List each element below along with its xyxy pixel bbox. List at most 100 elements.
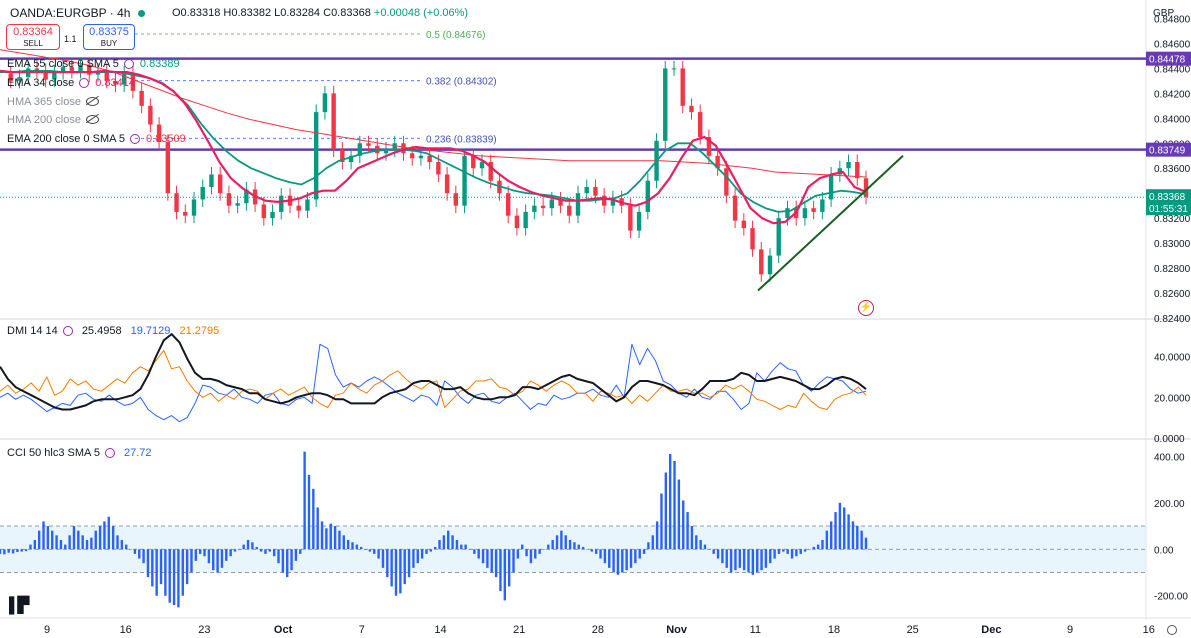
cci-bar <box>312 488 315 550</box>
candle-body <box>34 68 40 71</box>
cci-label: CCI 50 hlc3 SMA 5 <box>7 447 100 459</box>
candle-body <box>279 195 284 212</box>
cci-bar <box>377 549 380 559</box>
cci-bar <box>3 549 6 555</box>
sell-button[interactable]: 0.83364 SELL <box>6 24 60 50</box>
currency-label[interactable]: GBP <box>1153 8 1175 19</box>
candle-body <box>43 70 48 80</box>
candle-body <box>148 105 153 125</box>
cci-bar <box>812 546 815 550</box>
candle-body <box>706 137 712 156</box>
cci-bar <box>816 544 820 550</box>
cci-bar <box>46 526 50 550</box>
legend-hma200[interactable]: HMA 200 close <box>7 114 99 126</box>
buy-price: 0.83375 <box>89 26 129 38</box>
candle-body <box>593 186 598 196</box>
candle-body <box>462 155 467 206</box>
cci-bar <box>333 526 337 550</box>
settings-icon[interactable] <box>104 448 115 458</box>
candle-body <box>558 199 563 206</box>
candle-body <box>436 162 441 175</box>
cci-bar <box>795 549 798 557</box>
legend-hma365[interactable]: HMA 365 close <box>7 96 99 108</box>
candle-body <box>357 143 363 156</box>
candle-body <box>139 90 144 106</box>
hidden-eye-icon[interactable] <box>85 115 99 124</box>
cci-bar <box>851 521 855 550</box>
cci-bar <box>751 549 755 575</box>
cci-bar <box>568 539 572 550</box>
candle-body <box>645 180 651 212</box>
cci-bar <box>573 542 576 550</box>
settings-icon[interactable] <box>79 78 90 88</box>
cci-bar <box>133 549 137 554</box>
candle-body <box>104 70 109 81</box>
candle-body <box>837 168 843 175</box>
cci-bar <box>90 537 93 550</box>
candle-body <box>200 186 205 200</box>
candle-body <box>305 199 310 211</box>
buy-button[interactable]: 0.83375 BUY <box>83 24 135 50</box>
cci-bar <box>329 523 332 550</box>
cci-bar <box>455 539 459 550</box>
dmi-label: DMI 14 14 <box>7 325 58 337</box>
candle-body <box>191 199 197 216</box>
candle-body <box>226 193 232 206</box>
candle-body <box>567 205 572 216</box>
settings-icon[interactable] <box>62 326 73 336</box>
candle-body <box>322 93 328 113</box>
cci-bar <box>447 530 450 550</box>
cci-legend[interactable]: CCI 50 hlc3 SMA 5 27.72 <box>7 447 152 459</box>
settings-icon[interactable] <box>123 59 134 69</box>
cci-bar <box>773 549 776 559</box>
cci-bar <box>177 549 180 608</box>
candle-body <box>165 142 171 194</box>
minus-di-value: 21.2795 <box>179 325 220 337</box>
cci-bar <box>477 549 480 559</box>
cci-bar <box>512 549 515 573</box>
candle-body <box>689 105 694 113</box>
cci-bar <box>68 535 71 550</box>
price-tick-label: 0.84800 <box>1154 14 1191 25</box>
cci-bar <box>355 544 359 550</box>
cci-bar <box>98 526 102 550</box>
cci-bar <box>860 530 863 550</box>
settings-icon[interactable] <box>130 134 141 144</box>
cci-bar <box>403 549 406 585</box>
cci-bar <box>856 526 859 550</box>
cci-bar <box>647 542 650 550</box>
symbol-title[interactable]: OANDA:EURGBP · 4h <box>10 6 151 20</box>
legend-ema55[interactable]: EMA 55 close 0 SMA 5 0.83389 <box>7 58 180 70</box>
cci-bar <box>103 521 106 550</box>
cci-bar <box>756 549 759 573</box>
candle-body <box>802 208 808 219</box>
cci-bar <box>664 472 668 550</box>
candle-body <box>130 73 136 91</box>
market-open-dot-icon <box>138 9 146 17</box>
hidden-eye-icon[interactable] <box>85 97 99 106</box>
candle-body <box>523 211 528 229</box>
cci-bar <box>534 549 537 559</box>
cci-bar <box>703 544 707 550</box>
alert-bolt-icon[interactable]: ⚡ <box>858 300 874 316</box>
candle-body <box>183 211 188 216</box>
dmi-legend[interactable]: DMI 14 14 25.4958 19.7129 21.2795 <box>7 325 219 337</box>
candle-body <box>235 203 240 206</box>
chart-settings-icon[interactable] <box>1167 625 1177 635</box>
cci-bar <box>203 549 206 557</box>
candle-body <box>811 208 816 212</box>
cci-bar <box>603 549 607 564</box>
cci-bar <box>555 535 559 550</box>
legend-ema34[interactable]: EMA 34 close 0.83414 <box>7 77 135 89</box>
cci-bar <box>155 549 158 596</box>
cci-bar <box>72 526 76 550</box>
cci-bar <box>346 539 350 550</box>
cci-bar <box>699 539 702 550</box>
cci-bar <box>11 549 15 554</box>
legend-ema200[interactable]: EMA 200 close 0 SMA 5 0.83509 <box>7 133 186 145</box>
candle-body <box>488 162 493 181</box>
cci-bar <box>790 549 794 559</box>
time-tick-label: 16 <box>1143 624 1155 636</box>
cci-bar <box>716 549 720 559</box>
cci-bar <box>207 549 211 564</box>
